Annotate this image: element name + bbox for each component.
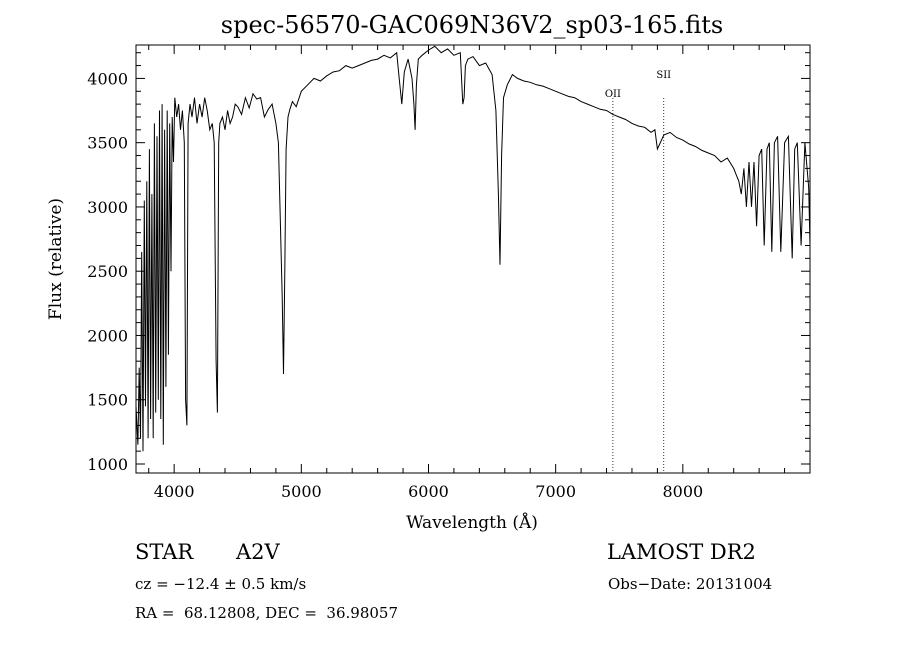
y-tick-label: 3500 <box>87 134 128 153</box>
coordinates: RA = 68.12808, DEC = 36.98057 <box>135 604 399 622</box>
line-annotations: OII SII <box>605 70 671 473</box>
y-tick-label: 4000 <box>87 69 128 88</box>
x-axis: 4000 5000 6000 7000 8000 <box>148 45 811 501</box>
y-axis-label: Flux (relative) <box>46 198 66 320</box>
chart-title: spec-56570-GAC069N36V2_sp03-165.fits <box>221 11 723 39</box>
object-subclass: A2V <box>236 540 280 564</box>
y-tick-label: 1000 <box>87 455 128 474</box>
spectrum-line <box>135 45 811 452</box>
redshift-value: cz = −12.4 ± 0.5 km/s <box>135 575 307 593</box>
annotation-label: OII <box>605 89 621 100</box>
observation-date: Obs−Date: 20131004 <box>608 575 773 593</box>
y-tick-label: 2000 <box>87 326 128 345</box>
x-tick-label: 6000 <box>408 482 449 501</box>
y-tick-label: 1500 <box>87 391 128 410</box>
y-tick-label: 3000 <box>87 198 128 217</box>
x-tick-label: 5000 <box>281 482 322 501</box>
x-tick-label: 7000 <box>535 482 576 501</box>
x-axis-label: Wavelength (Å) <box>406 512 538 533</box>
plot-frame <box>135 44 811 474</box>
y-tick-label: 2500 <box>87 262 128 281</box>
y-axis: 1000 1500 2000 2500 3000 3500 4000 <box>87 52 810 474</box>
survey-name: LAMOST DR2 <box>607 540 756 564</box>
object-class: STAR <box>135 540 194 564</box>
annotation-label: SII <box>656 70 671 81</box>
x-tick-label: 4000 <box>154 482 195 501</box>
x-tick-label: 8000 <box>662 482 703 501</box>
